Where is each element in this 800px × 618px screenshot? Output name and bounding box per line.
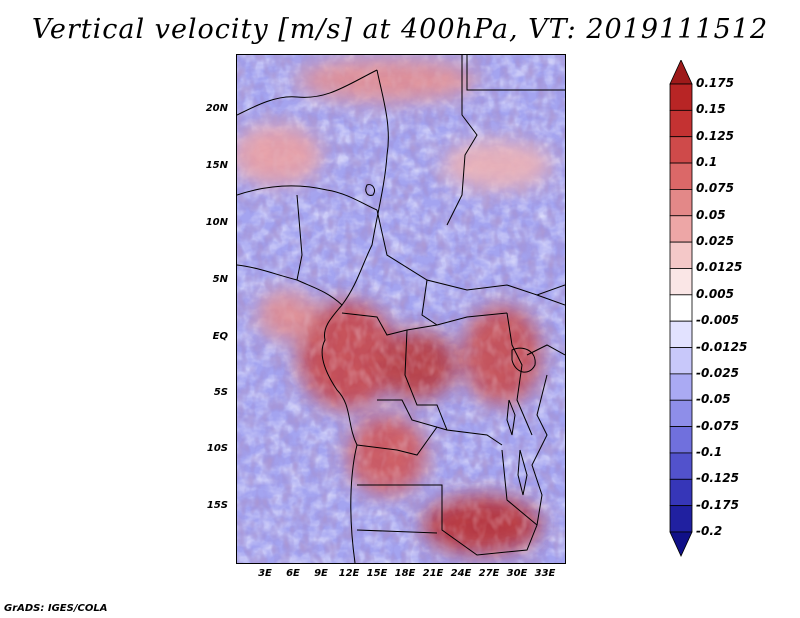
colorbar-label: -0.005 xyxy=(696,313,739,328)
colorbar-segment xyxy=(669,215,693,243)
colorbar-label: 0.05 xyxy=(696,207,726,222)
lon-tick-label: 21E xyxy=(422,568,444,579)
coastline xyxy=(237,264,358,563)
colorbar-label: 0.15 xyxy=(696,102,726,117)
colorbar-segment xyxy=(669,162,693,190)
colorbar-label: 0.0125 xyxy=(696,260,743,275)
lon-tick-label: 24E xyxy=(450,568,472,579)
map-field xyxy=(237,55,565,563)
colorbar-segment xyxy=(669,399,693,427)
colorbar-label: -0.075 xyxy=(696,418,739,433)
colorbar-segment xyxy=(669,83,693,111)
colorbar-label: 0.175 xyxy=(696,76,734,90)
colorbar-segment xyxy=(669,189,693,217)
colorbar-label: -0.05 xyxy=(696,392,731,407)
lat-tick-label: 5N xyxy=(212,274,228,285)
lat-tick-label: 10S xyxy=(206,443,228,454)
colorbar-bottom-triangle xyxy=(669,531,693,557)
colorbar-label: -0.025 xyxy=(696,365,739,380)
colorbar-segment xyxy=(669,294,693,322)
colorbar xyxy=(669,60,693,557)
colorbar-segment xyxy=(669,347,693,375)
colorbar-label: -0.0125 xyxy=(696,339,748,354)
colorbar-label: 0.125 xyxy=(696,128,734,143)
colorbar-segment xyxy=(669,373,693,401)
map-panel xyxy=(236,54,566,564)
lon-tick-label: 33E xyxy=(534,568,556,579)
colorbar-label: 0.075 xyxy=(696,181,734,196)
lon-tick-label: 15E xyxy=(366,568,388,579)
colorbar-segment xyxy=(669,241,693,269)
lon-tick-label: 6E xyxy=(286,568,300,579)
lat-tick-label: EQ xyxy=(212,331,228,342)
lat-tick-label: 10N xyxy=(205,217,228,228)
colorbar-label: -0.1 xyxy=(696,444,723,459)
colorbar-segment xyxy=(669,320,693,348)
colorbar-segment xyxy=(669,505,693,533)
lon-tick-label: 30E xyxy=(506,568,528,579)
lon-tick-label: 18E xyxy=(394,568,416,579)
lon-tick-label: 12E xyxy=(338,568,360,579)
colorbar-label: -0.2 xyxy=(696,524,723,538)
colorbar-segment xyxy=(669,478,693,507)
lat-tick-label: 15S xyxy=(206,500,228,511)
colorbar-label: 0.005 xyxy=(696,286,734,301)
lon-tick-label: 9E xyxy=(314,568,328,579)
colorbar-segment xyxy=(669,268,693,296)
lat-tick-label: 15N xyxy=(205,160,228,171)
chart-title: Vertical velocity [m/s] at 400hPa, VT: 2… xyxy=(31,14,769,45)
colorbar-label: 0.025 xyxy=(696,234,734,249)
lat-tick-label: 20N xyxy=(205,103,228,114)
lon-tick-label: 27E xyxy=(478,568,500,579)
colorbar-top-triangle xyxy=(669,60,693,85)
colorbar-segment xyxy=(669,426,693,454)
lat-tick-label: 5S xyxy=(213,387,228,398)
colorbar-segment xyxy=(669,136,693,164)
colorbar-segment xyxy=(669,109,693,138)
colorbar-label: -0.175 xyxy=(696,497,739,512)
lon-tick-label: 3E xyxy=(258,568,272,579)
colorbar-label: -0.125 xyxy=(696,471,739,486)
footer-credit: GrADS: IGES/COLA xyxy=(4,603,108,614)
colorbar-label: 0.1 xyxy=(696,155,718,170)
boundaries xyxy=(237,55,565,563)
colorbar-segment xyxy=(669,452,693,480)
lakes xyxy=(365,184,536,496)
